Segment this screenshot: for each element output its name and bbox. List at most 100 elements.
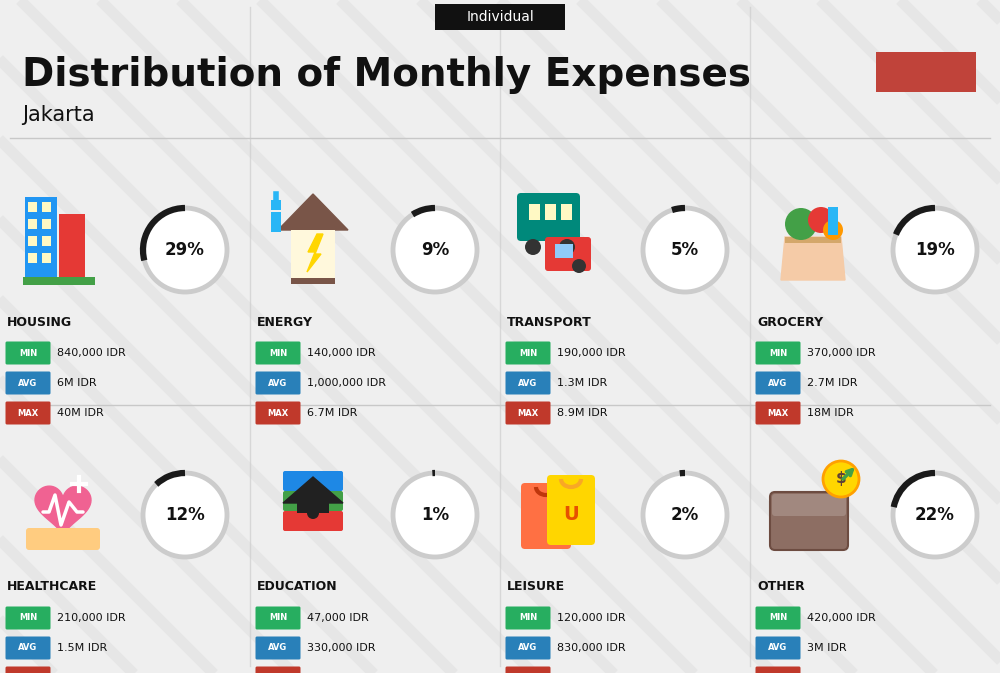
Text: 1,000,000 IDR: 1,000,000 IDR	[307, 378, 386, 388]
Text: 1.3M IDR: 1.3M IDR	[557, 378, 607, 388]
Bar	[271, 212, 281, 232]
Circle shape	[643, 473, 727, 557]
Text: MIN: MIN	[769, 349, 787, 357]
FancyBboxPatch shape	[256, 666, 300, 673]
FancyBboxPatch shape	[506, 637, 550, 660]
Text: 47,000 IDR: 47,000 IDR	[307, 613, 369, 623]
Text: 370,000 IDR: 370,000 IDR	[807, 348, 876, 358]
Text: $: $	[836, 472, 846, 487]
Text: 190,000 IDR: 190,000 IDR	[557, 348, 626, 358]
Text: OTHER: OTHER	[757, 581, 805, 594]
Text: 40M IDR: 40M IDR	[57, 408, 104, 418]
Text: AVG: AVG	[18, 378, 38, 388]
Text: MIN: MIN	[769, 614, 787, 623]
Polygon shape	[307, 234, 323, 272]
Text: AVG: AVG	[768, 378, 788, 388]
FancyBboxPatch shape	[756, 402, 800, 425]
FancyBboxPatch shape	[506, 666, 550, 673]
Circle shape	[525, 239, 541, 255]
Text: 420,000 IDR: 420,000 IDR	[807, 613, 876, 623]
Text: MIN: MIN	[519, 349, 537, 357]
Text: MAX: MAX	[17, 409, 39, 417]
Text: AVG: AVG	[768, 643, 788, 653]
FancyBboxPatch shape	[6, 371, 50, 394]
FancyBboxPatch shape	[256, 341, 300, 365]
FancyBboxPatch shape	[6, 666, 50, 673]
Text: GROCERY: GROCERY	[757, 316, 823, 328]
Bar	[28, 236, 37, 246]
Bar	[23, 277, 95, 285]
FancyBboxPatch shape	[283, 491, 343, 511]
FancyBboxPatch shape	[256, 606, 300, 629]
FancyBboxPatch shape	[876, 52, 976, 92]
Text: 19%: 19%	[915, 241, 955, 259]
Text: 29%: 29%	[165, 241, 205, 259]
Bar	[561, 204, 572, 220]
FancyBboxPatch shape	[6, 637, 50, 660]
Text: 140,000 IDR: 140,000 IDR	[307, 348, 376, 358]
Text: 120,000 IDR: 120,000 IDR	[557, 613, 626, 623]
Bar	[271, 200, 281, 210]
Text: 12%: 12%	[165, 506, 205, 524]
Text: 3M IDR: 3M IDR	[807, 643, 847, 653]
Text: 330,000 IDR: 330,000 IDR	[307, 643, 376, 653]
Circle shape	[559, 239, 575, 255]
Bar	[291, 277, 335, 284]
Text: 6.7M IDR: 6.7M IDR	[307, 408, 357, 418]
FancyBboxPatch shape	[506, 606, 550, 629]
Text: HEALTHCARE: HEALTHCARE	[7, 581, 97, 594]
Circle shape	[785, 208, 817, 240]
Bar	[828, 207, 838, 235]
FancyBboxPatch shape	[283, 471, 343, 491]
Text: 5%: 5%	[671, 241, 699, 259]
Text: Jakarta: Jakarta	[22, 105, 95, 125]
Bar	[28, 253, 37, 263]
Text: 22%: 22%	[915, 506, 955, 524]
Bar	[25, 197, 57, 277]
Bar	[28, 202, 37, 212]
Circle shape	[393, 473, 477, 557]
Text: 210,000 IDR: 210,000 IDR	[57, 613, 126, 623]
Text: AVG: AVG	[18, 643, 38, 653]
Circle shape	[808, 207, 834, 233]
Circle shape	[893, 473, 977, 557]
Text: 2.7M IDR: 2.7M IDR	[807, 378, 858, 388]
FancyBboxPatch shape	[756, 371, 800, 394]
Text: 9%: 9%	[421, 241, 449, 259]
FancyBboxPatch shape	[435, 4, 565, 30]
Polygon shape	[283, 477, 343, 503]
FancyBboxPatch shape	[506, 371, 550, 394]
Text: 830,000 IDR: 830,000 IDR	[557, 643, 626, 653]
Bar	[785, 237, 841, 243]
FancyBboxPatch shape	[283, 511, 343, 531]
Bar	[291, 230, 335, 278]
Text: EDUCATION: EDUCATION	[257, 581, 338, 594]
FancyBboxPatch shape	[521, 483, 571, 549]
Text: TRANSPORT: TRANSPORT	[507, 316, 592, 328]
FancyBboxPatch shape	[772, 494, 846, 516]
Text: 8.9M IDR: 8.9M IDR	[557, 408, 608, 418]
Text: 1%: 1%	[421, 506, 449, 524]
Bar	[59, 214, 85, 277]
FancyBboxPatch shape	[756, 637, 800, 660]
FancyBboxPatch shape	[770, 492, 848, 550]
FancyBboxPatch shape	[517, 193, 580, 241]
Circle shape	[393, 208, 477, 292]
Text: MAX: MAX	[517, 409, 539, 417]
FancyBboxPatch shape	[256, 637, 300, 660]
Text: 1.5M IDR: 1.5M IDR	[57, 643, 107, 653]
Text: AVG: AVG	[268, 378, 288, 388]
Circle shape	[143, 208, 227, 292]
Bar	[555, 244, 573, 258]
Text: 6M IDR: 6M IDR	[57, 378, 97, 388]
FancyBboxPatch shape	[756, 341, 800, 365]
FancyBboxPatch shape	[6, 606, 50, 629]
Text: MIN: MIN	[269, 614, 287, 623]
Bar	[297, 503, 329, 513]
FancyBboxPatch shape	[756, 666, 800, 673]
Bar	[529, 204, 540, 220]
Bar	[42, 236, 51, 246]
FancyBboxPatch shape	[6, 341, 50, 365]
Bar	[545, 204, 556, 220]
Bar	[42, 219, 51, 229]
